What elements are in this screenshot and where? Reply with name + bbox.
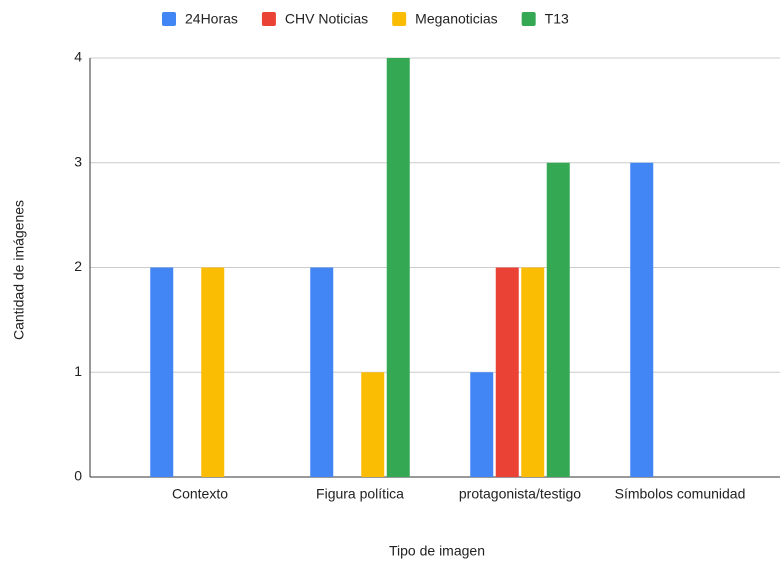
y-tick-label: 0 <box>74 468 82 484</box>
x-tick-label: Figura política <box>316 486 404 502</box>
y-tick-label: 1 <box>74 363 82 379</box>
legend-swatch <box>392 12 407 26</box>
x-tick-label: protagonista/testigo <box>459 486 581 502</box>
y-tick-label: 4 <box>74 49 82 65</box>
x-tick-label: Símbolos comunidad <box>615 486 746 502</box>
y-axis-title: Cantidad de imágenes <box>11 200 27 340</box>
legend-swatch <box>261 12 276 26</box>
bar <box>630 162 654 477</box>
legend-label: Meganoticias <box>415 11 498 27</box>
bar <box>546 162 570 477</box>
bar <box>361 372 385 477</box>
y-tick-label: 3 <box>74 153 82 169</box>
bar <box>470 372 494 477</box>
bar <box>150 267 174 477</box>
x-axis-title: Tipo de imagen <box>389 543 485 559</box>
legend-label: 24Horas <box>185 11 238 27</box>
legend-swatch <box>162 12 176 26</box>
bar <box>310 267 334 477</box>
bar <box>521 267 545 477</box>
legend-label: T13 <box>545 11 569 27</box>
bar <box>386 58 410 477</box>
y-tick-label: 2 <box>74 258 82 274</box>
bar <box>201 267 225 477</box>
legend-label: CHV Noticias <box>285 11 368 27</box>
bar <box>495 267 519 477</box>
x-tick-label: Contexto <box>172 486 228 502</box>
legend-swatch <box>521 12 536 26</box>
